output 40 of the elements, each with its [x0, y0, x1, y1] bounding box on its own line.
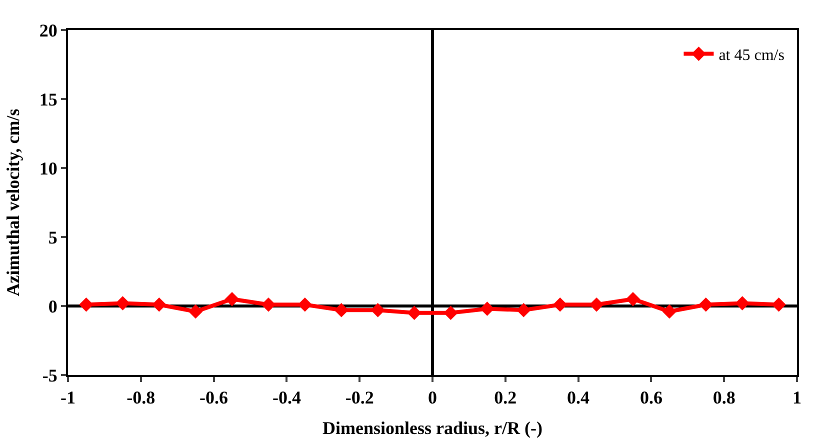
point	[626, 292, 640, 306]
point	[772, 297, 786, 312]
y-tick-label: 0	[48, 296, 58, 316]
point	[116, 296, 130, 310]
point	[552, 297, 568, 312]
x-tick-label: -1	[60, 388, 76, 408]
point	[516, 302, 531, 318]
x-tick-label: -0.6	[200, 388, 228, 408]
x-tick-label: 1	[792, 388, 802, 408]
point	[334, 302, 349, 318]
y-tick-label: -5	[42, 365, 58, 386]
x-tick-label: -0.2	[345, 388, 374, 408]
point	[224, 292, 240, 306]
point	[480, 302, 494, 316]
point	[698, 297, 714, 312]
x-tick-label: 0.6	[640, 388, 662, 408]
y-tick-label: 15	[39, 89, 58, 110]
point	[370, 302, 385, 318]
point	[261, 297, 276, 312]
point	[407, 306, 422, 320]
point	[662, 304, 677, 319]
point	[298, 297, 312, 312]
point	[79, 297, 94, 312]
point	[589, 297, 604, 312]
x-tick-label: -0.4	[272, 388, 301, 408]
point	[735, 296, 750, 310]
y-tick-label: 5	[48, 227, 58, 248]
x-tick-label: 0	[428, 388, 437, 408]
y-tick-label: 20	[39, 20, 58, 40]
legend-label: at 45 cm/s	[718, 47, 784, 64]
x-tick-label: -0.8	[126, 388, 156, 408]
point	[188, 304, 203, 319]
point	[152, 297, 166, 312]
x-axis-title: Dimensionless radius, r/R (-)	[322, 418, 543, 438]
point	[444, 306, 458, 320]
x-tick-label: 0.2	[494, 388, 517, 408]
y-axis-title: Azimuthal velocity, cm/s	[3, 108, 24, 296]
x-tick-label: 0.4	[567, 388, 590, 408]
x-tick-label: 0.8	[712, 388, 736, 408]
y-tick-label: 10	[39, 158, 58, 178]
